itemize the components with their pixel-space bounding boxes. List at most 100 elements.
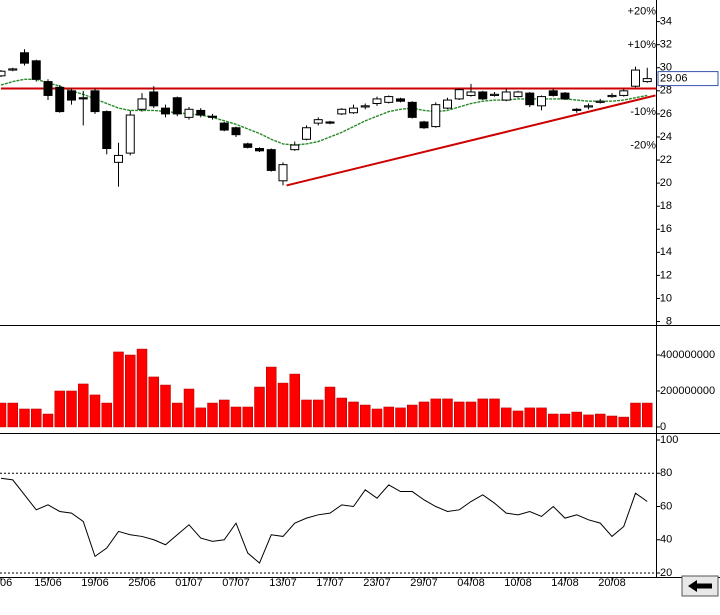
x-tick-label: 13/07 [269,577,297,589]
volume-bar [407,404,418,428]
candle-body [255,148,264,152]
candle-body [537,96,546,107]
candle-body [619,90,629,96]
candle-body [208,115,217,118]
y-tick-label: 20 [660,177,672,189]
volume-bar [383,406,394,428]
volume-bar [183,388,195,428]
y-tick-label: 400000000 [660,349,715,361]
x-tick-label: 19/06 [81,577,109,589]
scroll-button[interactable] [681,575,719,597]
y-tick-label: 26 [660,108,672,120]
volume-bar [642,402,653,428]
volume-bar [219,399,230,428]
candle-body [642,78,652,83]
y-tick-label: 32 [660,39,672,51]
volume-bar [606,415,618,428]
candle-body [313,119,323,124]
candle-body [184,108,194,118]
candle-body [102,111,112,150]
candle-body [325,121,335,124]
left-arrow-icon[interactable] [688,580,712,592]
volume-bar [395,407,406,428]
percent-tick-label: -20% [630,140,656,152]
y-tick-label: 80 [660,467,672,479]
volume-bar [583,414,594,428]
volume-bar [595,413,606,428]
volume-bar [524,407,535,428]
candle-body [243,143,253,148]
y-tick-label: 24 [660,131,672,143]
volume-bar [442,398,453,428]
x-tick-label: 04/08 [457,577,485,589]
candle-body [372,98,382,105]
candle-body [360,105,370,108]
x-tick-label: 10/08 [504,577,532,589]
x-tick-label: 06 [0,577,12,589]
x-tick-label: 25/06 [128,577,156,589]
candle-body [548,90,558,96]
volume-bar [230,406,242,428]
volume-bar [618,416,629,428]
candle-body [31,60,41,80]
candle-body [490,93,499,96]
volume-bar [277,382,289,428]
candle-body [149,91,159,107]
volume-bar [630,402,641,428]
candle-body [337,108,347,115]
candle-body [419,121,429,129]
candle-body [20,52,29,64]
candle-body [349,107,358,114]
volume-bar [477,398,488,428]
oscillator-line [0,477,648,564]
y-tick-label: 12 [660,269,672,281]
trendline [286,94,656,187]
volume-bar [89,394,101,428]
volume-bar [78,383,89,428]
volume-bar [125,354,136,428]
volume-bar [54,390,65,428]
y-tick-label: 0 [660,421,666,433]
candle-body [443,99,452,109]
volume-bar [19,408,30,428]
volume-bar [195,407,206,428]
candle-body [501,91,511,101]
x-tick-label: 07/07 [222,577,250,589]
candle-body [90,90,100,113]
volume-bar [430,398,441,428]
volume-bar [501,407,512,428]
volume-bar [113,351,124,428]
candle-body [595,100,605,103]
y-tick-label: 30 [660,62,672,74]
candle-body [161,107,170,115]
volume-bar [242,406,253,428]
y-tick-label: 20 [660,567,672,579]
y-tick-label: 28 [660,85,672,97]
x-tick-label: 23/07 [363,577,391,589]
volume-bar [101,402,112,428]
candle-body [466,91,476,96]
volume-bar [0,402,7,428]
x-tick-label: 29/07 [410,577,438,589]
y-tick-label: 60 [660,500,672,512]
candle-body [8,68,18,71]
candle-body [478,91,488,100]
candle-body [43,81,53,96]
candle-body [67,90,76,101]
candle-body [137,98,147,110]
volume-bar [160,384,171,428]
x-tick-label: 14/08 [551,577,579,589]
candle-body [231,127,241,136]
volume-bar [172,402,183,428]
volume-bar [348,401,359,428]
percent-tick-label: -10% [630,106,656,118]
x-tick-label: 20/08 [598,577,626,589]
last-price-label: 29.06 [660,73,688,85]
y-tick-label: 22 [660,154,672,166]
percent-tick-label: +10% [628,39,657,51]
y-tick-label: 200000000 [660,385,715,397]
x-tick-label: 15/06 [34,577,62,589]
y-tick-label: 40 [660,534,672,546]
candle-body [584,105,593,108]
